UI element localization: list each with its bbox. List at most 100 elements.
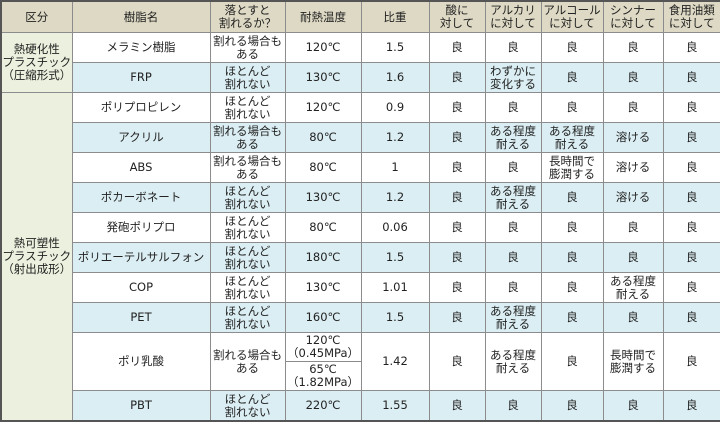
alkali-cell: ある程度 耐える [484,122,542,153]
header-alcohol: アルコール に対して [540,0,604,33]
alcohol-cell: ある程度 耐える [540,122,604,153]
header-heat-resistance: 耐熱温度 [284,0,362,33]
heat-resistance-cell: 180℃ [284,242,362,273]
resin-name-cell: アクリル [71,122,211,153]
alkali-cell: 良 [484,212,542,243]
specific-gravity-cell: 1.2 [360,122,430,153]
resin-name-cell: ポカーボネート [71,182,211,213]
alkali-cell: 良 [484,152,542,183]
thinner-cell: 良 [602,32,664,63]
edible-oil-cell: 良 [662,92,720,123]
header-alkali: アルカリ に対して [484,0,542,33]
drop-breakage-cell: 割れる場合も ある [209,32,286,63]
edible-oil-cell: 良 [662,212,720,243]
edible-oil-cell: 良 [662,32,720,63]
acid-cell: 良 [428,332,486,391]
table-row: 熱硬化性 プラスチック （圧縮形式） メラミン樹脂 割れる場合も ある 120℃ 1.5… [0,32,720,93]
resin-name-cell: 発砲ポリプロ [71,212,211,243]
specific-gravity-cell: 1.5 [360,32,430,63]
acid-cell: 良 [428,62,486,93]
heat-resistance-cell: 160℃ [284,302,362,333]
heat-resistance-cell: 80℃ [284,212,362,243]
acid-cell: 良 [428,272,486,303]
drop-breakage-cell: ほとんど 割れない [209,212,286,243]
alcohol-cell: 長時間で 膨潤する [540,152,604,183]
table-row: 発砲ポリプロ ほとんど 割れない 80℃ 0.06 良良良良良 [1,212,720,243]
edible-oil-cell: 良 [662,182,720,213]
edible-oil-cell: 良 [662,272,720,303]
header-resin-name: 樹脂名 [71,0,211,33]
drop-breakage-cell: ほとんど 割れない [209,302,286,333]
alcohol-cell: 良 [540,302,604,333]
header-specific-gravity: 比重 [360,0,430,33]
thinner-cell: 良 [602,212,664,243]
drop-breakage-cell: ほとんど 割れない [209,62,286,93]
acid-cell: 良 [428,122,486,153]
heat-resistance-cell: 220℃ [284,390,362,422]
resin-name-cell: PBT [71,390,211,422]
specific-gravity-cell: 1 [360,152,430,183]
drop-breakage-cell: 割れる場合も ある [209,332,286,391]
thinner-cell: 良 [602,62,664,93]
acid-cell: 良 [428,32,486,63]
header-category: 区分 [0,0,73,33]
alcohol-cell: 良 [540,92,604,123]
drop-breakage-cell: ほとんど 割れない [209,182,286,213]
thinner-cell: ある程度 耐える [602,272,664,303]
table-row: COP ほとんど 割れない 130℃ 1.01 良良良ある程度 耐える良 [1,272,720,303]
thinner-cell: 良 [602,242,664,273]
heat-resistance-cell: 120℃ （0.45MPa） [284,332,362,362]
alkali-cell: ある程度 耐える [484,332,542,391]
alkali-cell: 良 [484,92,542,123]
thinner-cell: 溶ける [602,122,664,153]
alkali-cell: わずかに 変化する [484,62,542,93]
resin-name-cell: メラミン樹脂 [71,32,211,63]
heat-resistance-cell: 120℃ [284,32,362,63]
alcohol-cell: 良 [540,32,604,63]
resin-name-cell: ポリプロピレン [71,92,211,123]
resin-name-cell: ポリエーテルサルフォン [71,242,211,273]
specific-gravity-cell: 1.5 [360,242,430,273]
drop-breakage-cell: ほとんど 割れない [209,242,286,273]
table-row: 熱可塑性 プラスチック （射出成形） ポリプロピレン ほとんど 割れない 120℃ 0.… [0,92,720,422]
acid-cell: 良 [428,242,486,273]
heat-resistance-cell: 130℃ [284,182,362,213]
alcohol-cell: 良 [540,62,604,93]
specific-gravity-cell: 1.5 [360,302,430,333]
heat-resistance-cell: 130℃ [284,272,362,303]
resin-name-cell: ABS [71,152,211,183]
table-row: ポリエーテルサルフォン ほとんど 割れない 180℃ 1.5 良良良良良 [1,242,720,273]
acid-cell: 良 [428,182,486,213]
heat-resistance-cell: 120℃ [284,92,362,123]
drop-breakage-cell: 割れる場合も ある [209,122,286,153]
resin-name-cell: FRP [71,62,211,93]
acid-cell: 良 [428,302,486,333]
drop-breakage-cell: ほとんど 割れない [209,92,286,123]
edible-oil-cell: 良 [662,390,720,422]
alkali-cell: ある程度 耐える [484,302,542,333]
drop-breakage-cell: ほとんど 割れない [209,390,286,422]
edible-oil-cell: 良 [662,332,720,391]
acid-cell: 良 [428,152,486,183]
header-drop-breakage: 落とすと 割れるか？ [209,0,286,33]
edible-oil-cell: 良 [662,152,720,183]
edible-oil-cell: 良 [662,302,720,333]
specific-gravity-cell: 1.55 [360,390,430,422]
thinner-cell: 良 [602,390,664,422]
alcohol-cell: 良 [540,332,604,391]
thinner-cell: 長時間で 膨潤する [602,332,664,391]
specific-gravity-cell: 0.9 [360,92,430,123]
acid-cell: 良 [428,212,486,243]
heat-resistance-cell: 130℃ [284,62,362,93]
thinner-cell: 良 [602,92,664,123]
alcohol-cell: 良 [540,390,604,422]
resin-name-cell: ポリ乳酸 [71,332,211,391]
resin-name-cell: PET [71,302,211,333]
table-row: PBT ほとんど 割れない 220℃ 1.55 良良良良良 [1,390,720,422]
specific-gravity-cell: 0.06 [360,212,430,243]
alkali-cell: 良 [484,32,542,63]
edible-oil-cell: 良 [662,122,720,153]
table-row: ポリ乳酸 割れる場合も ある 120℃ （0.45MPa） 1.42 良ある程度 耐える… [1,332,720,391]
heat-resistance-cell: 80℃ [284,122,362,153]
thinner-cell: 溶ける [602,182,664,213]
